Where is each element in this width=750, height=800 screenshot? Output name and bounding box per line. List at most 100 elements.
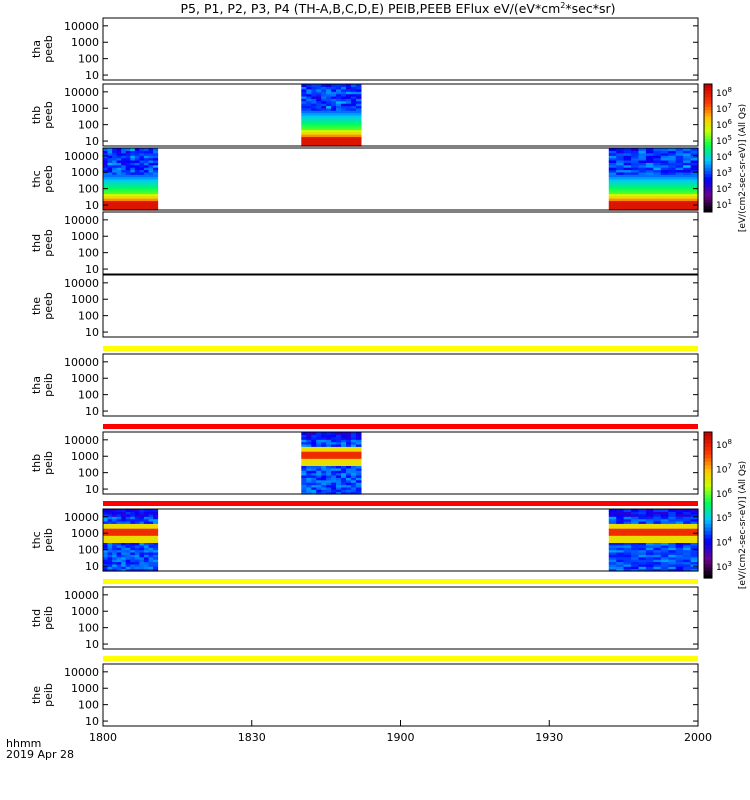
spectrogram-cell <box>616 190 625 194</box>
spectrogram-cell <box>130 561 136 565</box>
spectrogram-cell <box>121 509 127 512</box>
spectrogram-cell <box>112 542 118 546</box>
spectrogram-cell <box>675 193 684 197</box>
spectrogram-cell <box>103 513 109 517</box>
spectrogram-cell <box>326 460 332 464</box>
colorbar-swatch <box>704 119 712 123</box>
spectrogram-cell <box>675 535 684 539</box>
spectrogram-cell <box>683 200 692 204</box>
spectrogram-cell <box>690 169 699 173</box>
spectrogram-cell <box>668 179 677 182</box>
spectrogram-cell <box>306 115 312 118</box>
y-tick-label: 10 <box>85 135 99 148</box>
spectrogram-cell <box>653 150 662 154</box>
y-tick-label: 1000 <box>71 230 99 243</box>
spectrogram-cell <box>103 183 109 187</box>
spectrogram-cell <box>331 131 337 135</box>
spectrogram-cell <box>608 509 617 512</box>
spectrogram-cell <box>350 100 357 104</box>
spectrogram-cell <box>326 95 332 99</box>
spectrogram-cell <box>112 523 118 527</box>
spectrogram-cell <box>346 98 352 102</box>
spectrogram-cell <box>675 544 684 548</box>
spectrogram-cell <box>683 551 692 555</box>
spectrogram-cell <box>336 482 342 486</box>
spectrogram-cell <box>316 484 322 488</box>
spectrogram-cell <box>616 530 625 534</box>
spectrogram-cell <box>311 126 317 130</box>
spectrogram-cell <box>153 162 159 166</box>
spectrogram-cell <box>675 207 684 211</box>
spectrogram-cell <box>631 559 640 563</box>
spectrogram-cell <box>134 171 140 175</box>
spectrogram-cell <box>148 193 154 197</box>
spectrogram-cell <box>668 523 677 527</box>
spectrogram-cell <box>121 537 127 541</box>
spectrogram-cell <box>668 190 677 194</box>
spectrogram-cell <box>331 465 337 469</box>
spectrogram-cell <box>350 455 357 459</box>
colorbar-tick-label: 106 <box>716 487 732 500</box>
spectrogram-cell <box>631 509 640 512</box>
y-tick-label: 100 <box>78 699 99 712</box>
spectrogram-cell <box>683 183 692 187</box>
spectrogram-cell <box>301 451 307 455</box>
spectrogram-cell <box>638 152 647 156</box>
spectrogram-cell <box>690 186 699 190</box>
spectrogram-cell <box>608 195 617 199</box>
spectrogram-cell <box>311 491 317 495</box>
spectrogram-cell <box>326 138 332 142</box>
spectrogram-cell <box>134 528 140 532</box>
colorbar-swatch <box>704 128 712 133</box>
spectrogram-cell <box>616 532 625 536</box>
spectrogram-cell <box>148 530 154 534</box>
spectrogram-cell <box>683 532 692 536</box>
spectrogram-cell <box>660 167 669 171</box>
spectrogram-cell <box>623 513 632 517</box>
spectrogram-cell <box>311 448 317 452</box>
spectrogram-cell <box>121 181 127 185</box>
spectrogram-cell <box>107 181 113 185</box>
spectrogram-cell <box>107 535 113 539</box>
spectrogram-cell <box>631 537 640 541</box>
spectrogram-cell <box>130 530 136 534</box>
spectrogram-cell <box>130 157 136 161</box>
spectrogram-cell <box>675 511 684 515</box>
colorbar-swatch <box>704 439 712 444</box>
spectrogram-cell <box>631 520 640 524</box>
spectrogram-cell <box>116 566 122 570</box>
spectrogram-cell <box>306 119 312 123</box>
colorbar-swatch <box>704 151 712 155</box>
spectrogram-cell <box>125 525 131 529</box>
spectrogram-cell <box>355 463 362 466</box>
colorbar-swatch <box>704 141 712 146</box>
spectrogram-cell <box>616 162 625 166</box>
spectrogram-cell <box>148 520 154 524</box>
spectrogram-cell <box>660 171 669 175</box>
spectrogram-cell <box>336 436 342 440</box>
colorbar-swatch <box>704 505 712 510</box>
spectrogram-cell <box>631 150 640 154</box>
spectrogram-cell <box>690 150 699 154</box>
spectrogram-cell <box>143 205 149 209</box>
spectrogram-cell <box>326 479 332 483</box>
spectrogram-cell <box>346 477 352 481</box>
spectrogram-cell <box>341 455 347 459</box>
colorbar-swatch <box>704 173 712 178</box>
spectrogram-cell <box>675 171 684 175</box>
spectrogram-cell <box>125 174 131 178</box>
spectrogram-cell <box>316 489 322 493</box>
spectrogram-cell <box>346 470 352 474</box>
spectrogram-cell <box>143 159 149 163</box>
spectrogram-cell <box>690 518 699 522</box>
spectrogram-cell <box>616 547 625 551</box>
spectrogram-cell <box>139 179 145 182</box>
spectrogram-cell <box>350 119 357 123</box>
spectrogram-cell <box>331 124 337 128</box>
spectrogram-cell <box>306 463 312 466</box>
spectrogram-cell <box>631 532 640 536</box>
spectrogram-cell <box>355 439 362 443</box>
spectrogram-cell <box>112 540 118 543</box>
spectrogram-cell <box>331 491 337 495</box>
